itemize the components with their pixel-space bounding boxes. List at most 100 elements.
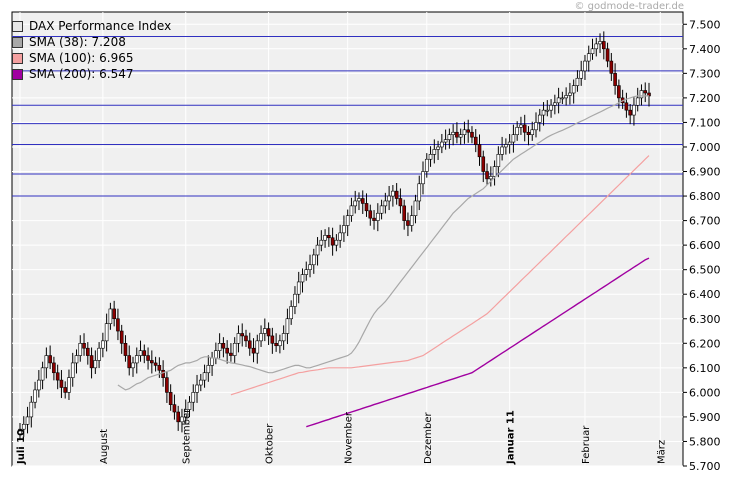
candle-body — [345, 215, 350, 226]
candle-body — [240, 333, 245, 337]
candle-body — [55, 372, 60, 381]
candle-body — [383, 200, 388, 207]
y-tick-label: 6.100 — [689, 362, 721, 375]
candle-body — [251, 347, 256, 354]
candle-body — [334, 239, 339, 246]
legend-label: SMA (38): 7.208 — [29, 35, 126, 49]
candle-body — [364, 203, 369, 212]
candle-body — [519, 124, 523, 128]
candle-body — [443, 139, 448, 143]
candle-body — [534, 122, 538, 131]
x-tick-label: Juli 10 — [16, 429, 27, 465]
candle-body — [63, 387, 67, 393]
candle-body — [447, 134, 452, 140]
legend-swatch — [12, 68, 23, 80]
candle-body — [507, 141, 512, 145]
candle-body — [549, 104, 553, 111]
candle-body — [598, 41, 602, 45]
candle-body — [327, 235, 331, 239]
candle-body — [372, 217, 376, 221]
candle-body — [183, 409, 188, 418]
candle-body — [85, 347, 90, 356]
legend: DAX Performance Index SMA (38): 7.208 SM… — [12, 18, 171, 82]
candle-body — [270, 335, 275, 344]
candle-body — [308, 264, 312, 270]
y-tick-label: 7.500 — [689, 18, 721, 31]
candle-body — [82, 342, 86, 349]
candle-body — [575, 77, 580, 86]
candle-body — [436, 146, 440, 150]
candle-body — [455, 131, 459, 138]
candle-body — [131, 362, 135, 369]
candle-body — [417, 183, 422, 202]
x-tick-label: Dezember — [423, 412, 434, 464]
candle-body — [440, 141, 444, 148]
candle-body — [330, 237, 335, 246]
candle-body — [481, 156, 486, 172]
candle-body — [458, 134, 463, 138]
legend-swatch — [12, 20, 23, 32]
y-tick-label: 6.900 — [689, 166, 721, 179]
candle-body — [281, 333, 286, 342]
candle-body — [89, 355, 94, 369]
candle-body — [394, 190, 399, 199]
candle-body — [67, 377, 71, 393]
candle-body — [368, 210, 373, 219]
candle-body — [496, 154, 501, 167]
candle-body — [191, 392, 196, 403]
candle-body — [285, 318, 290, 334]
legend-item: DAX Performance Index — [12, 18, 171, 34]
candle-body — [617, 85, 621, 99]
candle-body — [462, 129, 467, 136]
y-tick-label: 7.000 — [689, 141, 721, 154]
candle-body — [119, 330, 124, 344]
candle-body — [504, 144, 508, 148]
candles — [18, 31, 651, 441]
candle-body — [21, 423, 26, 430]
y-tick-label: 7.400 — [689, 43, 721, 56]
candle-body — [304, 269, 309, 275]
candle-body — [624, 102, 629, 111]
x-tick-label: September — [182, 408, 193, 464]
candle-body — [59, 379, 64, 388]
candle-body — [353, 200, 358, 207]
candle-body — [48, 355, 52, 364]
candle-body — [195, 384, 199, 393]
candle-body — [221, 342, 226, 349]
candle-body — [522, 124, 527, 133]
y-tick-label: 6.800 — [689, 190, 721, 203]
candle-body — [402, 205, 406, 221]
x-tick-label: Januar 11 — [506, 410, 517, 465]
candle-body — [424, 158, 429, 172]
legend-swatch — [12, 36, 23, 48]
candle-body — [323, 235, 327, 241]
candle-body — [391, 190, 395, 197]
candle-body — [466, 129, 471, 133]
candle-body — [37, 379, 41, 391]
candle-body — [319, 239, 324, 246]
candle-body — [180, 416, 184, 423]
candle-body — [470, 131, 474, 138]
candle-body — [25, 416, 30, 425]
candle-body — [553, 102, 557, 106]
candle-body — [29, 401, 34, 418]
candle-body — [108, 308, 113, 324]
candle-body — [101, 340, 105, 349]
candle-body — [44, 355, 49, 369]
candle-body — [225, 347, 229, 354]
candle-body — [635, 97, 640, 106]
candle-body — [409, 215, 414, 226]
candle-body — [165, 377, 169, 393]
credit-text: © godmode-trader.de — [574, 1, 685, 12]
x-tick-label: Februar — [581, 425, 592, 464]
legend-swatch — [12, 52, 23, 64]
candle-body — [526, 131, 531, 136]
candle-body — [315, 244, 320, 256]
candle-body — [255, 340, 260, 354]
candle-body — [116, 318, 120, 332]
candle-body — [602, 41, 606, 50]
candle-body — [583, 60, 587, 72]
candle-body — [451, 131, 455, 136]
candle-body — [560, 97, 565, 100]
